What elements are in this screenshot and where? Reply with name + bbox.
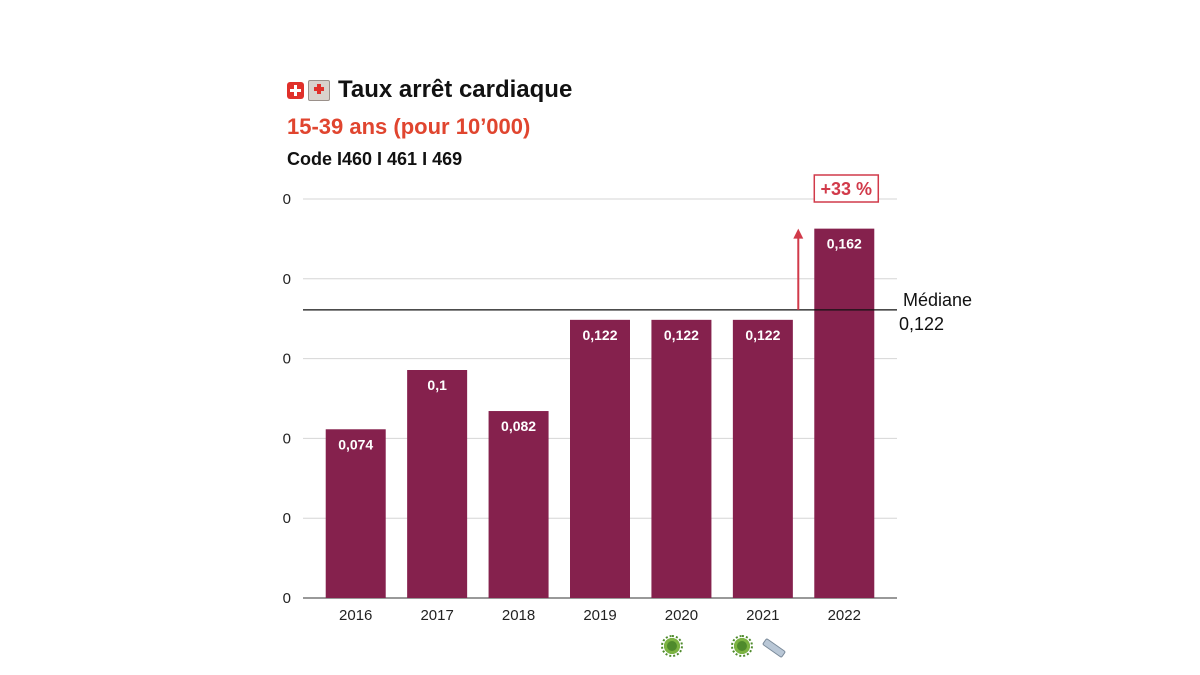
x-tick-label: 2016 (339, 607, 372, 624)
bar (651, 319, 712, 598)
y-tick-label: 0 (283, 590, 291, 607)
bar-value-label: 0,082 (501, 418, 536, 434)
y-tick-label: 0 (283, 510, 291, 527)
median-value-label: 0,122 (899, 314, 944, 334)
virus-icon (661, 635, 683, 657)
x-tick-label: 2019 (583, 607, 616, 624)
x-tick-label: 2020 (665, 607, 698, 624)
chart-title-row: Taux arrêt cardiaque (287, 76, 572, 104)
bar-value-label: 0,1 (427, 377, 447, 393)
bar (732, 319, 793, 598)
chart-subtitle: 15-39 ans (pour 10’000) (287, 114, 531, 139)
bar (488, 411, 549, 598)
x-tick-label: 2022 (828, 607, 861, 624)
bar-value-label: 0,162 (827, 236, 862, 252)
y-tick-label: 0 (283, 191, 291, 208)
y-tick-label: 0 (283, 271, 291, 288)
increase-arrowhead (793, 228, 804, 239)
median-label: Médiane (903, 290, 972, 310)
chart-title: Taux arrêt cardiaque (338, 76, 573, 103)
bar (814, 228, 875, 598)
bar-value-label: 0,122 (582, 327, 617, 343)
y-tick-label: 0 (283, 430, 291, 447)
bar (407, 370, 468, 598)
hospital-icon (308, 79, 330, 101)
bar (570, 319, 630, 598)
x-tick-label: 2021 (746, 607, 779, 624)
bar-value-label: 0,122 (664, 327, 699, 343)
swiss-flag-icon (287, 81, 304, 99)
annotation-label: +33 % (821, 179, 873, 199)
chart-code-label: Code I460 I 461 I 469 (287, 149, 463, 169)
x-tick-label: 2018 (502, 607, 535, 624)
y-tick-label: 0 (283, 351, 291, 368)
virus-icon (731, 635, 753, 657)
x-tick-label: 2017 (420, 607, 453, 624)
annotation-box (813, 174, 880, 203)
bar-value-label: 0,074 (338, 436, 373, 452)
bar (325, 429, 386, 598)
bar-value-label: 0,122 (745, 327, 780, 343)
